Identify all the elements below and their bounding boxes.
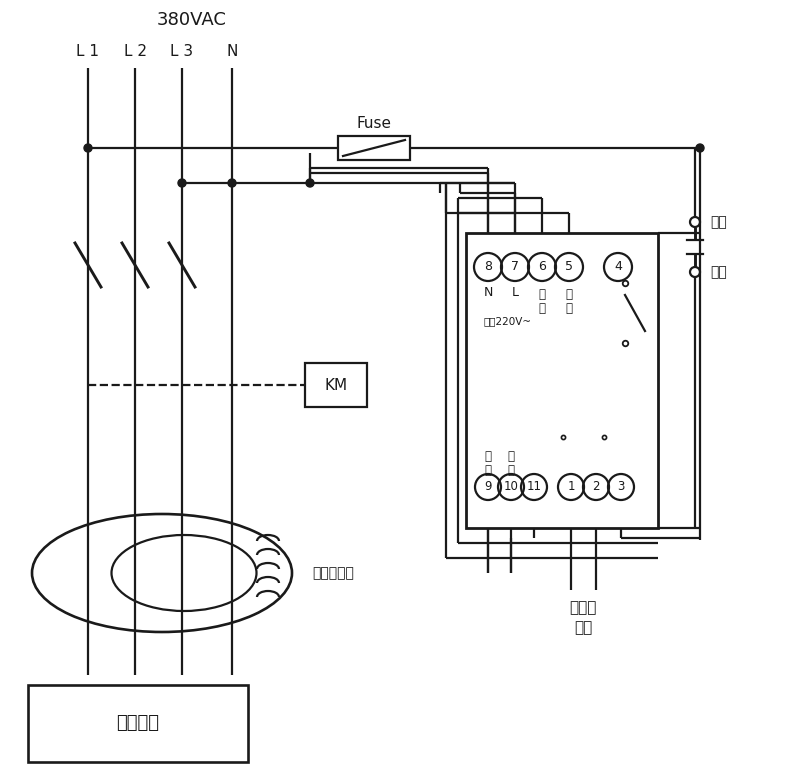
- Text: 號: 號: [485, 463, 491, 476]
- Text: 2: 2: [592, 480, 600, 494]
- FancyBboxPatch shape: [305, 363, 367, 407]
- Text: 試: 試: [538, 288, 546, 301]
- Text: 380VAC: 380VAC: [157, 11, 227, 29]
- Text: 驗: 驗: [566, 301, 573, 315]
- Text: 9: 9: [484, 480, 492, 494]
- Text: 11: 11: [526, 480, 542, 494]
- Text: 自锁: 自锁: [710, 215, 726, 229]
- Text: 信: 信: [485, 451, 491, 463]
- Circle shape: [178, 179, 186, 187]
- Circle shape: [228, 179, 236, 187]
- Circle shape: [84, 144, 92, 152]
- Text: 开关: 开关: [710, 265, 726, 279]
- Text: L 1: L 1: [77, 45, 99, 59]
- Text: 用户设备: 用户设备: [117, 714, 159, 732]
- Text: 8: 8: [484, 261, 492, 273]
- Text: 5: 5: [565, 261, 573, 273]
- Text: N: N: [226, 45, 238, 59]
- Text: 號: 號: [507, 463, 514, 476]
- Text: 3: 3: [618, 480, 625, 494]
- Text: 試: 試: [566, 288, 573, 301]
- Circle shape: [306, 179, 314, 187]
- Text: 4: 4: [614, 261, 622, 273]
- Text: N: N: [483, 287, 493, 299]
- Text: 6: 6: [538, 261, 546, 273]
- Text: L: L: [511, 287, 518, 299]
- Text: 接声光: 接声光: [570, 601, 597, 615]
- Circle shape: [696, 144, 704, 152]
- Text: 1: 1: [567, 480, 574, 494]
- Text: L 2: L 2: [123, 45, 146, 59]
- FancyBboxPatch shape: [466, 233, 658, 528]
- Text: 10: 10: [503, 480, 518, 494]
- Text: 零序互感器: 零序互感器: [312, 566, 354, 580]
- FancyBboxPatch shape: [338, 136, 410, 160]
- Text: 电源220V~: 电源220V~: [484, 316, 532, 326]
- Text: 信: 信: [507, 451, 514, 463]
- Text: L 3: L 3: [170, 45, 194, 59]
- Text: Fuse: Fuse: [357, 116, 391, 131]
- Text: KM: KM: [325, 377, 347, 393]
- Text: 报警: 报警: [574, 620, 592, 636]
- FancyBboxPatch shape: [28, 685, 248, 762]
- Text: 7: 7: [511, 261, 519, 273]
- Text: 驗: 驗: [538, 301, 546, 315]
